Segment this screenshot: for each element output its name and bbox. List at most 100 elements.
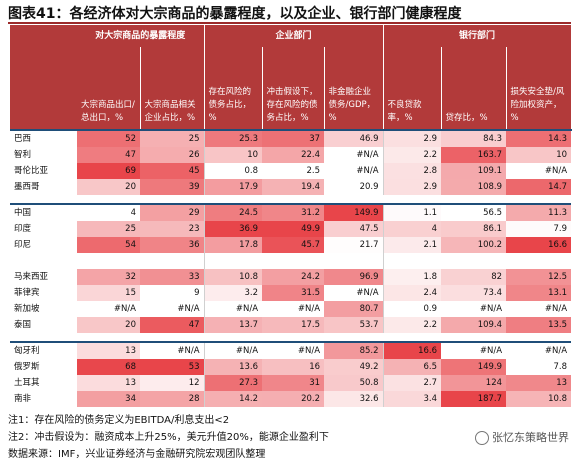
data-cell: 0.8 bbox=[203, 163, 263, 179]
data-cell: 36.9 bbox=[203, 221, 263, 237]
data-cell: 100.2 bbox=[441, 237, 507, 253]
data-cell: 16.6 bbox=[382, 341, 442, 359]
data-cell: 149.9 bbox=[441, 359, 507, 375]
data-cell: 49.2 bbox=[324, 359, 384, 375]
group-header-corporate: 企业部门 bbox=[204, 25, 384, 47]
row-label: 哥伦比亚 bbox=[14, 166, 49, 176]
row-label: 泰国 bbox=[14, 320, 32, 330]
group-header-exposure: 对大宗商品的暴露程度 bbox=[77, 25, 205, 47]
data-cell: 20.2 bbox=[262, 391, 325, 407]
data-cell: 4 bbox=[382, 221, 442, 237]
data-cell: #N/A bbox=[356, 150, 379, 160]
data-table: 对大宗商品的暴露程度 企业部门 银行部门 大宗商品出口/总出口，% 大宗商品相关… bbox=[10, 25, 572, 407]
data-cell: #N/A bbox=[297, 304, 321, 314]
data-cell: 54 bbox=[77, 237, 140, 253]
data-cell: #N/A bbox=[140, 341, 205, 359]
data-cell: 13.1 bbox=[506, 285, 572, 301]
data-cell: 80.7 bbox=[324, 301, 384, 317]
data-cell: #N/A bbox=[506, 341, 572, 359]
data-cell: 108.9 bbox=[441, 179, 507, 195]
data-cell: 10 bbox=[203, 147, 263, 163]
data-cell: 4 bbox=[77, 203, 140, 221]
watermark: 张忆东策略世界 bbox=[473, 429, 571, 445]
column-header-row: 大宗商品出口/总出口，% 大宗商品相关企业占比，% 存在风险的债务占比，% 冲击… bbox=[10, 47, 572, 130]
data-cell: 24.5 bbox=[203, 203, 263, 221]
data-cell: 2.9 bbox=[382, 129, 442, 147]
data-cell: 14.7 bbox=[506, 179, 572, 195]
notes: 注1：存在风险的债务定义为EBITDA/利息支出<2 注2：冲击假设为：融资成本… bbox=[8, 412, 329, 463]
data-cell: 53 bbox=[140, 359, 205, 375]
data-cell: 73.4 bbox=[441, 285, 507, 301]
table-body: 巴西 52 25 25.3 37 46.9 2.9 84.3 14.3 智利 47 26 10 22.4 #… bbox=[10, 129, 572, 407]
data-cell: #N/A bbox=[113, 304, 136, 314]
data-cell: #N/A bbox=[544, 166, 568, 176]
data-cell: 47 bbox=[77, 147, 140, 163]
data-cell bbox=[441, 253, 506, 269]
data-cell: 34 bbox=[77, 391, 140, 407]
data-cell: 45.7 bbox=[262, 237, 325, 253]
column-header: 大宗商品相关企业占比，% bbox=[140, 47, 205, 130]
row-label: 南非 bbox=[14, 394, 32, 404]
table-row: 印度 25 23 36.9 49.9 47.5 4 86.1 7.9 bbox=[10, 221, 572, 237]
data-cell: 20 bbox=[77, 317, 140, 333]
gap-cell bbox=[10, 333, 571, 342]
data-cell bbox=[382, 253, 442, 269]
note-1: 注1：存在风险的债务定义为EBITDA/利息支出<2 bbox=[8, 415, 230, 426]
data-cell: 7.9 bbox=[506, 221, 572, 237]
section-gap bbox=[10, 195, 571, 204]
data-cell: #N/A bbox=[203, 341, 263, 359]
data-cell: 16.6 bbox=[506, 237, 572, 253]
row-label: 匈牙利 bbox=[10, 341, 77, 359]
table-row: 俄罗斯 68 53 13.6 16 49.2 6.5 149.9 7.8 bbox=[10, 359, 572, 375]
data-cell: 12.5 bbox=[506, 269, 572, 285]
data-cell: 109.4 bbox=[441, 317, 507, 333]
data-cell: 20 bbox=[77, 179, 140, 195]
data-cell: 12 bbox=[140, 375, 205, 391]
table-row: 匈牙利 13 #N/A #N/A #N/A 85.2 16.6 #N/A #N/A bbox=[10, 341, 572, 359]
gap-cell bbox=[10, 195, 571, 204]
data-cell: 2.5 bbox=[262, 163, 325, 179]
row-label: 巴西 bbox=[10, 129, 77, 147]
data-cell: 11.3 bbox=[506, 203, 572, 221]
data-cell: 36 bbox=[140, 237, 205, 253]
table-row: 马来西亚 32 33 10.8 24.2 96.9 1.8 82 12.5 bbox=[10, 269, 572, 285]
data-cell: 24.2 bbox=[262, 269, 325, 285]
data-cell: 10 bbox=[506, 147, 572, 163]
corner-cell bbox=[10, 47, 77, 130]
data-cell: 163.7 bbox=[441, 147, 507, 163]
data-cell: 23 bbox=[140, 221, 205, 237]
data-cell: 109.1 bbox=[441, 163, 507, 179]
data-cell: 82 bbox=[441, 269, 507, 285]
data-cell: 26 bbox=[140, 147, 205, 163]
column-header: 不良贷款率，% bbox=[383, 47, 442, 130]
data-cell: 50.8 bbox=[324, 375, 384, 391]
data-cell bbox=[203, 253, 263, 269]
data-cell: #N/A bbox=[544, 304, 568, 314]
data-cell: 52 bbox=[77, 129, 140, 147]
data-cell: 49.9 bbox=[262, 221, 325, 237]
data-cell: 17.8 bbox=[203, 237, 263, 253]
data-cell: 16 bbox=[262, 359, 325, 375]
data-cell: 53.7 bbox=[324, 317, 384, 333]
data-cell: 2.2 bbox=[382, 317, 442, 333]
data-cell: #N/A bbox=[177, 304, 200, 314]
data-cell: 68 bbox=[77, 359, 140, 375]
data-cell: 2.4 bbox=[382, 285, 442, 301]
data-cell: 14.3 bbox=[506, 129, 572, 147]
data-cell: #N/A bbox=[441, 341, 507, 359]
data-cell: #N/A bbox=[203, 301, 263, 317]
data-cell: #N/A bbox=[356, 288, 379, 298]
row-label: 俄罗斯 bbox=[14, 362, 40, 372]
data-cell bbox=[506, 253, 571, 269]
data-cell: 2.2 bbox=[382, 147, 442, 163]
column-header: 贷存比，% bbox=[441, 47, 507, 130]
data-cell: 9 bbox=[140, 285, 205, 301]
data-cell: 31.2 bbox=[262, 203, 325, 221]
data-cell: 27.3 bbox=[203, 375, 263, 391]
data-cell: 86.1 bbox=[441, 221, 507, 237]
row-label: 马来西亚 bbox=[14, 272, 49, 282]
data-cell: 13 bbox=[77, 341, 140, 359]
data-cell: 10.8 bbox=[203, 269, 263, 285]
figure-title: 图表41：各经济体对大宗商品的暴露程度，以及企业、银行部门健康程度 bbox=[8, 6, 462, 22]
table-row: 新加坡 #N/A #N/A #N/A #N/A 80.7 0.9 #N/A #N/A bbox=[10, 301, 571, 317]
